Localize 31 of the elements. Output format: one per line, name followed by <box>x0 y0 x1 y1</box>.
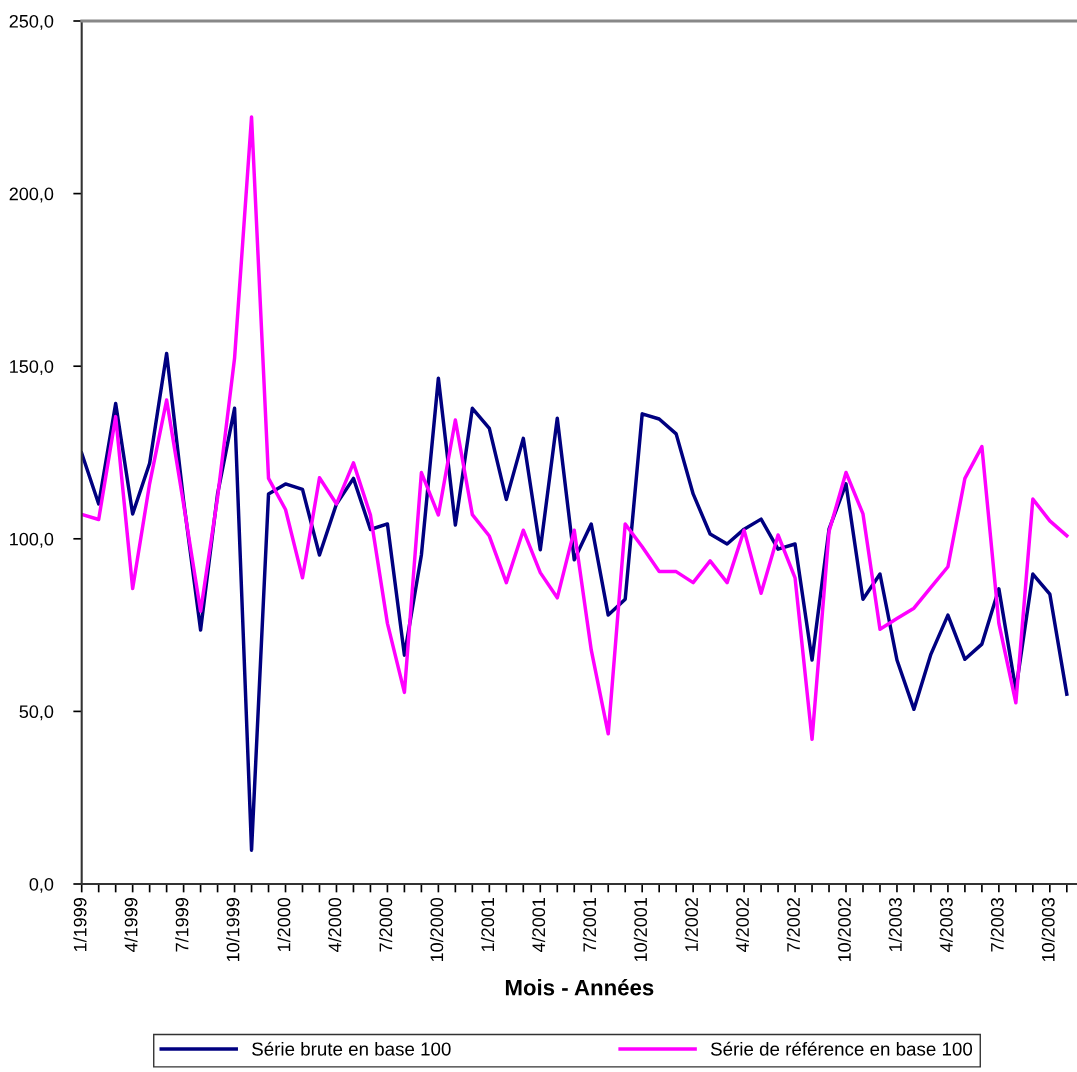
x-tick-label: 4/2003 <box>939 897 953 952</box>
x-tick-label: 1/2000 <box>277 897 291 952</box>
x-tick-label: 10/1999 <box>226 898 240 962</box>
x-tick-label: 4/2001 <box>531 898 546 952</box>
x-tick-label: 1/1999 <box>73 898 87 952</box>
legend-label: Série de référence en base 100 <box>710 1041 973 1056</box>
x-tick-label: 1/2003 <box>888 897 902 952</box>
legend-label: Série brute en base 100 <box>252 1041 451 1056</box>
x-tick-label: 4/2000 <box>328 897 342 952</box>
y-tick-label: 250,0 <box>9 14 54 30</box>
x-tick-label: 10/2003 <box>1041 897 1055 962</box>
y-tick-label: 100,0 <box>10 532 54 548</box>
x-tick-label: 10/2000 <box>429 897 444 962</box>
line-series <box>81 351 1069 852</box>
x-tick-label: 1/2002 <box>684 898 698 952</box>
y-tick-label: 150,0 <box>10 360 54 376</box>
y-tick-label: 0,0 <box>29 877 54 893</box>
x-tick-label: 4/2002 <box>735 898 749 952</box>
x-tick-label: 7/2000 <box>379 897 393 952</box>
x-tick-label: 7/2003 <box>990 897 1004 952</box>
x-tick-label: 1/2001 <box>480 898 495 952</box>
line-series <box>81 115 1069 742</box>
x-tick-label: 7/1999 <box>175 898 189 952</box>
y-tick-label: 200,0 <box>9 187 54 203</box>
x-tick-label: 10/2001 <box>633 898 648 962</box>
x-tick-label: 4/1999 <box>124 898 138 952</box>
y-tick-label: 50,0 <box>19 705 54 721</box>
x-tick-label: 7/2001 <box>582 898 597 952</box>
x-tick-label: 7/2002 <box>786 898 800 952</box>
x-tick-label: 10/2002 <box>837 898 851 962</box>
x-axis-title: Mois - Années <box>505 978 654 996</box>
